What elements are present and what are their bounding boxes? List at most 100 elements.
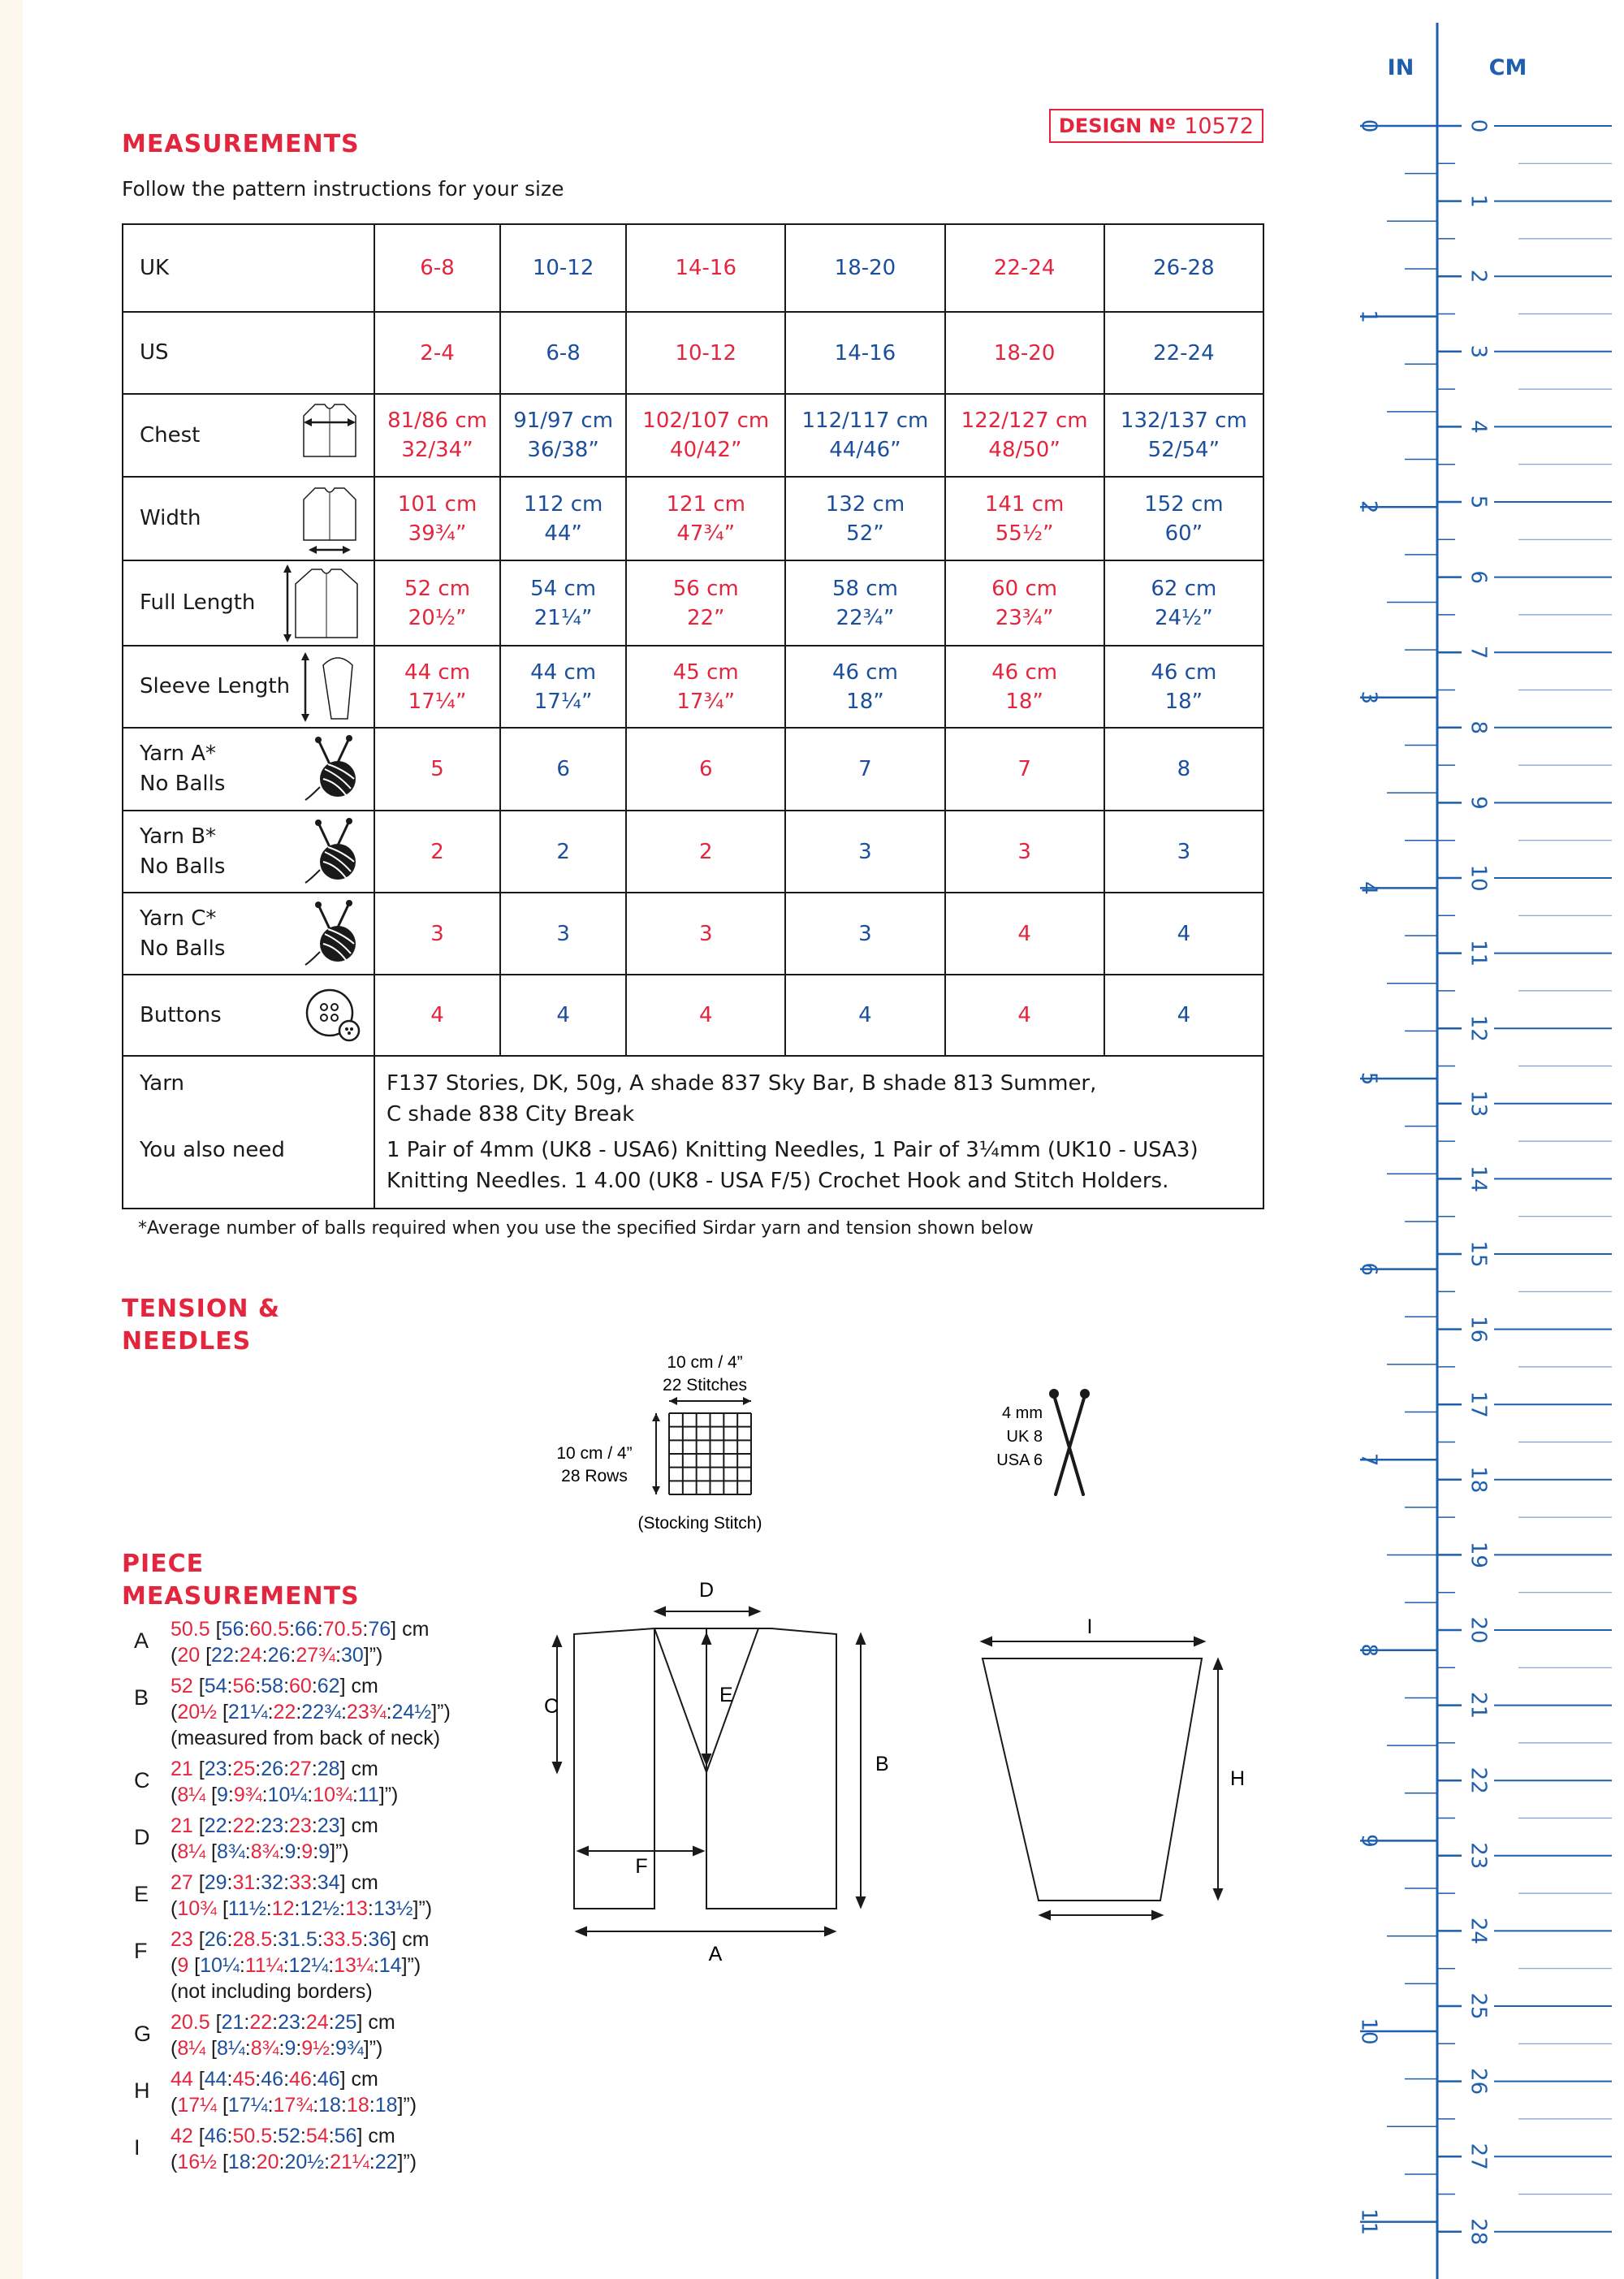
table-cell: 5 bbox=[373, 727, 502, 811]
table-cell: 112/117 cm 44/46” bbox=[784, 393, 946, 478]
table-cell: 22-24 bbox=[1103, 311, 1265, 395]
row-label-cell: Yarn C* No Balls bbox=[122, 892, 375, 975]
table-row: Chest 81/86 cm 32/34” 91/97 cm 36/38” 102/107… bbox=[122, 393, 1265, 478]
list-item: I 42 [46:50.5:52:54:56] cm (16½ [18:20:20½… bbox=[134, 2123, 451, 2175]
ruler-number: 9 bbox=[1357, 1834, 1381, 1848]
tension-swatch-diagram: 10 cm / 4” 22 Stitches 10 cm / 4” 28 Row… bbox=[556, 1353, 762, 1533]
ruler-number: 1 bbox=[1466, 194, 1491, 208]
table-row: Yarn C* No Balls 3 3 3 3 4 4 bbox=[122, 892, 1265, 975]
table-cell: 18-20 bbox=[944, 311, 1105, 395]
piece-cm: 50.5 [56:60.5:66:70.5:76] cm bbox=[171, 1618, 430, 1641]
ruler-number: 9 bbox=[1466, 796, 1491, 810]
yarn-info-text: F137 Stories, DK, 50g, A shade 837 Sky B… bbox=[374, 1055, 1264, 1209]
table-cell: 4 bbox=[499, 974, 628, 1057]
table-cell: 6-8 bbox=[499, 311, 628, 395]
ruler-number: 22 bbox=[1466, 1767, 1491, 1794]
yarn-info-labels: Yarn You also need bbox=[122, 1055, 375, 1209]
table-cell: 91/97 cm 36/38” bbox=[499, 393, 628, 478]
list-item: H 44 [44:45:46:46:46] cm (17¼ [17¼:17¾:18:… bbox=[134, 2066, 451, 2118]
ruler-number: 17 bbox=[1466, 1391, 1491, 1418]
row-label: Yarn B* No Balls bbox=[140, 824, 226, 879]
table-cell: 4 bbox=[373, 974, 502, 1057]
table-cell: 3 bbox=[944, 810, 1105, 893]
table-cell: 2-4 bbox=[373, 311, 502, 395]
piece-note: (not including borders) bbox=[171, 1980, 373, 2003]
ruler-in-label: IN bbox=[1388, 55, 1415, 80]
yarn-text-line-1: F137 Stories, DK, 50g, A shade 837 Sky B… bbox=[387, 1071, 1097, 1096]
row-label-cell: US bbox=[122, 311, 375, 395]
list-item: B 52 [54:56:58:60:62] cm (20½ [21¼:22:22¾:… bbox=[134, 1673, 451, 1751]
ruler-number: 19 bbox=[1466, 1542, 1491, 1568]
ruler-number: 11 bbox=[1466, 940, 1491, 967]
table-cell: 3 bbox=[625, 892, 787, 975]
needs-text-line-2: Knitting Needles. 1 4.00 (UK8 - USA F/5)… bbox=[387, 1169, 1169, 1193]
design-number-box: DESIGN Nº 10572 bbox=[1049, 109, 1263, 143]
list-item: E 27 [29:31:32:33:34] cm (10¾ [11½:12:12½:… bbox=[134, 1870, 451, 1922]
label-a: A bbox=[709, 1943, 723, 1965]
table-cell: 4 bbox=[944, 974, 1105, 1057]
ruler-number: 7 bbox=[1357, 1453, 1381, 1467]
table-cell: 58 cm 22¾” bbox=[784, 560, 946, 647]
pieces-title-line-1: PIECE bbox=[122, 1550, 205, 1578]
label-h: H bbox=[1230, 1767, 1245, 1790]
footnote: *Average number of balls required when y… bbox=[138, 1218, 1034, 1239]
ruler-number: 10 bbox=[1357, 2017, 1381, 2044]
table-cell: 4 bbox=[625, 974, 787, 1057]
table-cell: 121 cm 47¾” bbox=[625, 476, 787, 561]
piece-letter: E bbox=[134, 1882, 149, 1906]
ruler-number: 18 bbox=[1466, 1466, 1491, 1493]
piece-cm: 21 [23:25:26:27:28] cm bbox=[171, 1758, 378, 1780]
table-cell: 7 bbox=[784, 727, 946, 811]
table-cell: 44 cm 17¼” bbox=[373, 645, 502, 729]
ruler-number: 0 bbox=[1466, 119, 1491, 133]
needle-size-diagram: 4 mm UK 8 USA 6 bbox=[996, 1389, 1090, 1496]
row-label: Chest bbox=[140, 422, 201, 448]
list-item: A 50.5 [56:60.5:66:70.5:76] cm (20 [22:24:… bbox=[134, 1616, 451, 1668]
ruler-number: 8 bbox=[1466, 721, 1491, 735]
yarn-ball-icon bbox=[302, 817, 364, 886]
table-cell: 8 bbox=[1103, 727, 1265, 811]
ruler-number: 28 bbox=[1466, 2218, 1491, 2245]
table-cell: 3 bbox=[1103, 810, 1265, 893]
needle-usa: USA 6 bbox=[996, 1451, 1043, 1469]
table-cell: 141 cm 55½” bbox=[944, 476, 1105, 561]
ruler-number: 3 bbox=[1357, 691, 1381, 705]
width-icon bbox=[296, 482, 364, 556]
ruler-number: 25 bbox=[1466, 1992, 1491, 2019]
ruler-number: 12 bbox=[1466, 1015, 1491, 1042]
piece-cm: 23 [26:28.5:31.5:33.5:36] cm bbox=[171, 1928, 430, 1951]
also-need-label: You also need bbox=[140, 1138, 285, 1162]
table-cell: 3 bbox=[784, 810, 946, 893]
table-cell: 2 bbox=[373, 810, 502, 893]
row-label-cell: Yarn B* No Balls bbox=[122, 810, 375, 893]
piece-note: (measured from back of neck) bbox=[171, 1727, 441, 1749]
piece-inch: (10¾ [11½:12:12½:13:13½]”) bbox=[171, 1897, 433, 1920]
measuring-ruler: IN CM 0123456789101101234567891011121314… bbox=[1357, 23, 1612, 2279]
button-icon bbox=[304, 985, 364, 1045]
knitting-needles-icon bbox=[1049, 1389, 1090, 1496]
row-label: UK bbox=[140, 255, 170, 280]
row-label: Width bbox=[140, 506, 201, 530]
piece-inch: (20 [22:24:26:27¾:30]”) bbox=[171, 1644, 383, 1667]
ruler-number: 14 bbox=[1466, 1165, 1491, 1192]
table-cell: 14-16 bbox=[625, 223, 787, 313]
table-cell: 2 bbox=[499, 810, 628, 893]
yarn-ball-icon bbox=[302, 899, 364, 968]
piece-inch: (9 [10¼:11¼:12¼:13¼:14]”) bbox=[171, 1954, 421, 1977]
measurements-subtitle: Follow the pattern instructions for your… bbox=[122, 177, 564, 201]
piece-letter: A bbox=[134, 1628, 149, 1653]
yarn-text-line-2: C shade 838 City Break bbox=[387, 1102, 635, 1127]
label-e: E bbox=[719, 1684, 733, 1706]
table-cell: 81/86 cm 32/34” bbox=[373, 393, 502, 478]
piece-inch: (8¼ [9:9¾:10¼:10¾:11]”) bbox=[171, 1784, 399, 1806]
ruler-number: 27 bbox=[1466, 2143, 1491, 2170]
tension-stitch-type: (Stocking Stitch) bbox=[638, 1514, 762, 1533]
page-edge bbox=[0, 0, 23, 2279]
table-cell: 46 cm 18” bbox=[944, 645, 1105, 729]
table-cell: 6-8 bbox=[373, 223, 502, 313]
table-cell: 6 bbox=[625, 727, 787, 811]
ruler-number: 13 bbox=[1466, 1090, 1491, 1117]
table-cell: 3 bbox=[499, 892, 628, 975]
ruler-number: 24 bbox=[1466, 1918, 1491, 1944]
row-label-cell: Sleeve Length bbox=[122, 645, 375, 729]
